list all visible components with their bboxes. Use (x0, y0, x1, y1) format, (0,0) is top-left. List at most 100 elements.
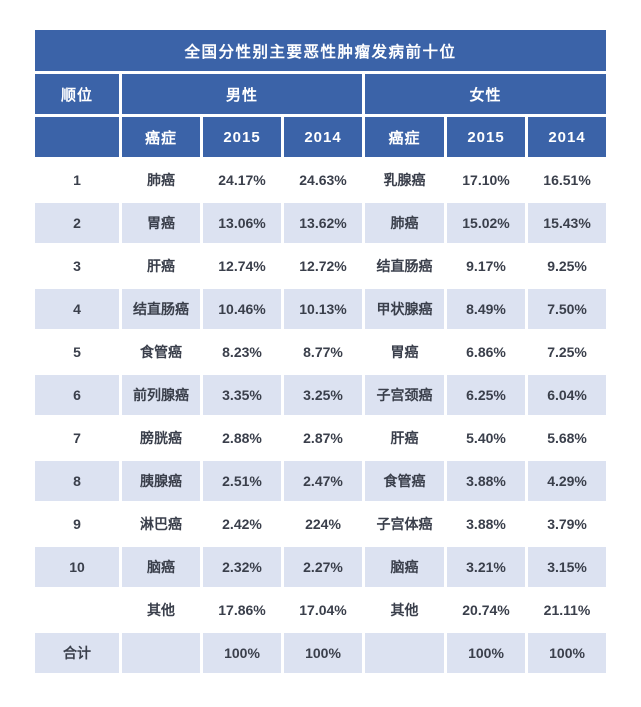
sub-header-row: 癌症 2015 2014 癌症 2015 2014 (35, 117, 607, 157)
rank-cell: 2 (35, 203, 119, 243)
female-2015-cell: 6.25% (447, 375, 525, 415)
female-cancer-cell: 脑癌 (365, 547, 444, 587)
female-2015-cell: 5.40% (447, 418, 525, 458)
male-2014-cell: 17.04% (284, 590, 362, 630)
rank-cell: 5 (35, 332, 119, 372)
female-2014-cell: 21.11% (528, 590, 607, 630)
female-cancer-cell: 其他 (365, 590, 444, 630)
header-male-cancer: 癌症 (122, 117, 200, 157)
rank-cell: 6 (35, 375, 119, 415)
header-rank-spacer (35, 117, 119, 157)
male-2015-cell: 13.06% (203, 203, 281, 243)
header-female-2014: 2014 (528, 117, 607, 157)
table-row: 1 肺癌 24.17% 24.63% 乳腺癌 17.10% 16.51% (35, 160, 607, 200)
table-row: 8 胰腺癌 2.51% 2.47% 食管癌 3.88% 4.29% (35, 461, 607, 501)
table-row: 2 胃癌 13.06% 13.62% 肺癌 15.02% 15.43% (35, 203, 607, 243)
female-2014-cell: 15.43% (528, 203, 607, 243)
male-2015-cell: 12.74% (203, 246, 281, 286)
male-2015-cell: 10.46% (203, 289, 281, 329)
table-row: 7 膀胱癌 2.88% 2.87% 肝癌 5.40% 5.68% (35, 418, 607, 458)
male-2015-cell: 100% (203, 633, 281, 673)
male-2015-cell: 2.51% (203, 461, 281, 501)
male-cancer-cell: 前列腺癌 (122, 375, 200, 415)
female-cancer-cell: 子宫体癌 (365, 504, 444, 544)
header-male-2015: 2015 (203, 117, 281, 157)
female-2015-cell: 3.88% (447, 461, 525, 501)
male-cancer-cell: 膀胱癌 (122, 418, 200, 458)
male-cancer-cell: 其他 (122, 590, 200, 630)
female-cancer-cell: 甲状腺癌 (365, 289, 444, 329)
male-cancer-cell (122, 633, 200, 673)
female-2015-cell: 6.86% (447, 332, 525, 372)
female-2015-cell: 3.88% (447, 504, 525, 544)
male-2014-cell: 2.87% (284, 418, 362, 458)
table-row: 3 肝癌 12.74% 12.72% 结直肠癌 9.17% 9.25% (35, 246, 607, 286)
rank-cell: 10 (35, 547, 119, 587)
header-female: 女性 (365, 74, 607, 114)
header-male: 男性 (122, 74, 362, 114)
female-2015-cell: 3.21% (447, 547, 525, 587)
rank-cell: 4 (35, 289, 119, 329)
rank-cell: 3 (35, 246, 119, 286)
table-title: 全国分性别主要恶性肿瘤发病前十位 (35, 30, 607, 71)
header-female-cancer: 癌症 (365, 117, 444, 157)
male-cancer-cell: 淋巴癌 (122, 504, 200, 544)
male-2014-cell: 12.72% (284, 246, 362, 286)
female-cancer-cell: 子宫颈癌 (365, 375, 444, 415)
table-row: 4 结直肠癌 10.46% 10.13% 甲状腺癌 8.49% 7.50% (35, 289, 607, 329)
rank-cell: 8 (35, 461, 119, 501)
rank-cell: 合计 (35, 633, 119, 673)
male-cancer-cell: 肝癌 (122, 246, 200, 286)
male-cancer-cell: 结直肠癌 (122, 289, 200, 329)
table-row-other: 其他 17.86% 17.04% 其他 20.74% 21.11% (35, 590, 607, 630)
female-2014-cell: 16.51% (528, 160, 607, 200)
table-row: 5 食管癌 8.23% 8.77% 胃癌 6.86% 7.25% (35, 332, 607, 372)
female-cancer-cell: 肺癌 (365, 203, 444, 243)
male-cancer-cell: 肺癌 (122, 160, 200, 200)
male-2015-cell: 24.17% (203, 160, 281, 200)
male-2015-cell: 2.42% (203, 504, 281, 544)
male-cancer-cell: 食管癌 (122, 332, 200, 372)
male-2014-cell: 224% (284, 504, 362, 544)
male-2015-cell: 2.88% (203, 418, 281, 458)
female-2014-cell: 3.15% (528, 547, 607, 587)
female-cancer-cell: 食管癌 (365, 461, 444, 501)
male-2014-cell: 8.77% (284, 332, 362, 372)
female-2015-cell: 100% (447, 633, 525, 673)
male-2015-cell: 3.35% (203, 375, 281, 415)
female-2015-cell: 15.02% (447, 203, 525, 243)
female-2014-cell: 3.79% (528, 504, 607, 544)
female-2015-cell: 9.17% (447, 246, 525, 286)
female-2014-cell: 9.25% (528, 246, 607, 286)
rank-cell: 7 (35, 418, 119, 458)
male-2014-cell: 13.62% (284, 203, 362, 243)
rank-cell: 1 (35, 160, 119, 200)
female-2014-cell: 100% (528, 633, 607, 673)
table-row: 9 淋巴癌 2.42% 224% 子宫体癌 3.88% 3.79% (35, 504, 607, 544)
male-2014-cell: 3.25% (284, 375, 362, 415)
female-cancer-cell: 结直肠癌 (365, 246, 444, 286)
group-header-row: 顺位 男性 女性 (35, 74, 607, 114)
male-cancer-cell: 胰腺癌 (122, 461, 200, 501)
table-row-total: 合计 100% 100% 100% 100% (35, 633, 607, 673)
male-2015-cell: 17.86% (203, 590, 281, 630)
female-cancer-cell (365, 633, 444, 673)
male-2015-cell: 8.23% (203, 332, 281, 372)
male-cancer-cell: 脑癌 (122, 547, 200, 587)
female-2015-cell: 20.74% (447, 590, 525, 630)
female-cancer-cell: 胃癌 (365, 332, 444, 372)
female-2015-cell: 17.10% (447, 160, 525, 200)
female-2014-cell: 7.25% (528, 332, 607, 372)
male-cancer-cell: 胃癌 (122, 203, 200, 243)
header-female-2015: 2015 (447, 117, 525, 157)
female-cancer-cell: 肝癌 (365, 418, 444, 458)
rank-cell (35, 590, 119, 630)
female-cancer-cell: 乳腺癌 (365, 160, 444, 200)
male-2014-cell: 2.27% (284, 547, 362, 587)
male-2015-cell: 2.32% (203, 547, 281, 587)
header-male-2014: 2014 (284, 117, 362, 157)
male-2014-cell: 24.63% (284, 160, 362, 200)
cancer-incidence-table: 全国分性别主要恶性肿瘤发病前十位 顺位 男性 女性 癌症 2015 2014 癌… (32, 27, 609, 676)
female-2015-cell: 8.49% (447, 289, 525, 329)
